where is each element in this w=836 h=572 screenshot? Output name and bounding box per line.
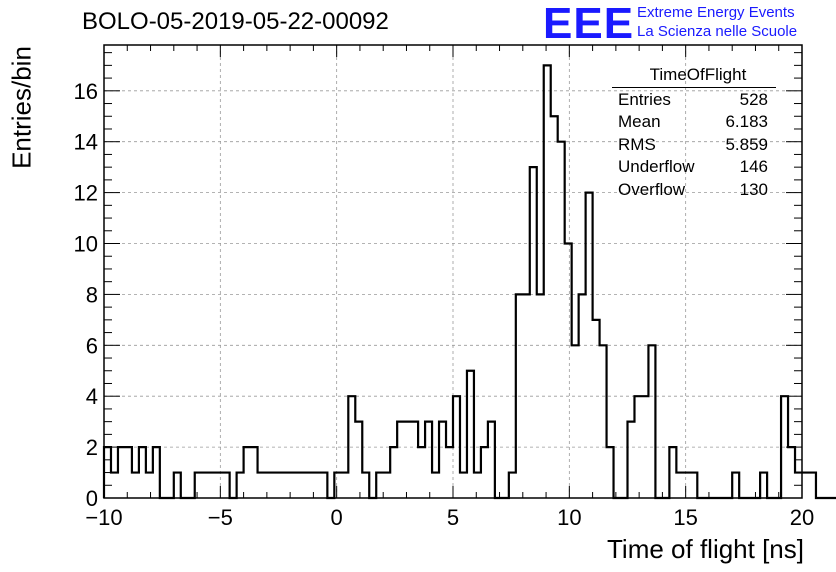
- stats-label: Overflow: [618, 179, 686, 199]
- x-tick-label: −10: [85, 505, 122, 530]
- y-tick-label: 16: [74, 79, 98, 104]
- x-tick-label: 15: [673, 505, 697, 530]
- y-tick-label: 4: [86, 384, 98, 409]
- stats-box: TimeOfFlight Entries 528 Mean 6.183 RMS …: [612, 64, 776, 201]
- run-title: BOLO-05-2019-05-22-00092: [82, 8, 389, 35]
- eee-logo: EEE: [543, 0, 635, 48]
- stats-row-overflow: Overflow 130: [612, 179, 776, 202]
- y-tick-label: 8: [86, 282, 98, 307]
- x-tick-label: 10: [557, 505, 581, 530]
- stats-label: Underflow: [618, 157, 695, 176]
- stats-divider: [612, 86, 776, 88]
- y-axis-label: Entries/bin: [6, 46, 37, 169]
- stats-value: 146: [739, 157, 768, 176]
- y-tick-label: 12: [74, 181, 98, 206]
- y-tick-label: 6: [86, 333, 98, 358]
- stats-title: TimeOfFlight: [649, 65, 747, 84]
- x-tick-label: −5: [208, 505, 233, 530]
- x-tick-label: 0: [331, 505, 343, 530]
- logo-caption: Extreme Energy Events La Scienza nelle S…: [637, 3, 797, 41]
- y-tick-label: 2: [86, 435, 98, 460]
- stats-label: Entries: [618, 89, 671, 109]
- stats-value: 528: [739, 89, 768, 109]
- logo-line-1: Extreme Energy Events: [637, 4, 795, 21]
- stats-row-entries: Entries 528: [612, 89, 776, 112]
- stats-row-rms: RMS 5.859: [612, 134, 776, 157]
- y-tick-label: 14: [74, 130, 98, 155]
- stats-value: 5.859: [725, 134, 768, 154]
- x-tick-label: 5: [447, 505, 459, 530]
- x-tick-label: 20: [790, 505, 814, 530]
- logo-line-2: La Scienza nelle Scuole: [637, 23, 798, 40]
- stats-label: Mean: [618, 112, 661, 131]
- x-axis-label: Time of flight [ns]: [607, 534, 804, 564]
- stats-value: 130: [739, 179, 768, 199]
- y-tick-label: 0: [86, 486, 98, 511]
- stats-value: 6.183: [725, 112, 768, 131]
- stats-row-underflow: Underflow 146: [612, 156, 776, 179]
- y-tick-label: 10: [74, 232, 98, 257]
- stats-row-mean: Mean 6.183: [612, 111, 776, 134]
- stats-label: RMS: [618, 134, 656, 154]
